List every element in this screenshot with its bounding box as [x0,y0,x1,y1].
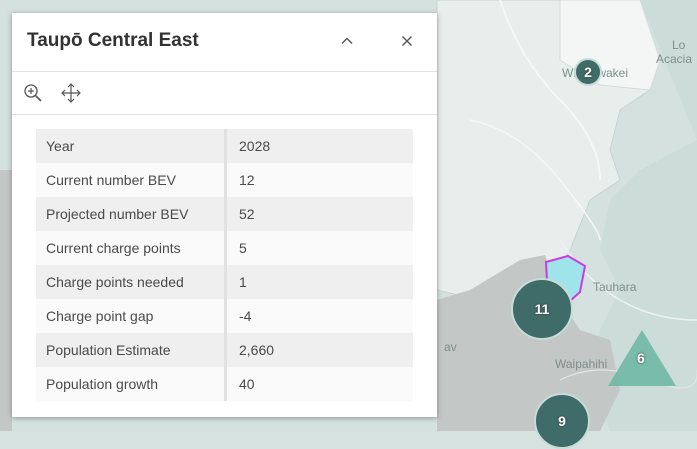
popup-header: Taupō Central East [12,13,437,72]
table-row: Charge point gap -4 [36,299,413,333]
cluster-marker-11[interactable]: 11 [511,278,573,340]
feature-popup: Taupō Central East [12,13,437,417]
map-label-tauhara: Tauhara [593,280,637,294]
attribute-value: 5 [239,240,247,256]
table-row: Charge points needed 1 [36,265,413,299]
road [499,0,601,181]
land-area-southwest [0,170,12,431]
cluster-marker-9[interactable]: 9 [534,393,590,449]
attribute-label: Charge points needed [36,265,227,299]
close-button[interactable] [394,28,420,54]
attribute-label: Population growth [36,367,227,401]
attribute-label: Population Estimate [36,333,227,367]
popup-title: Taupō Central East [27,30,199,51]
triangle-marker [608,330,676,386]
move-button[interactable] [59,81,83,105]
land-area-south [437,255,620,431]
triangle-marker-label: 6 [637,350,645,366]
attribute-value: 40 [239,376,255,392]
attribute-value: 2028 [239,138,271,154]
collapse-button[interactable] [334,28,360,54]
map-label-corner-2: Acacia [656,52,693,66]
attribute-value: -4 [239,308,252,324]
zoom-to-button[interactable] [21,81,45,105]
table-row: Population growth 40 [36,367,413,401]
table-row: Projected number BEV 52 [36,197,413,231]
attribute-value: 52 [239,206,255,222]
chevron-up-icon [341,37,353,44]
map-label-corner: Lo [672,38,686,52]
attribute-value: 1 [239,274,247,290]
map-label-waipahihi: Waipahihi [555,357,608,371]
attribute-label: Charge point gap [36,299,227,333]
land-area-east [590,0,697,431]
attribute-label: Current number BEV [36,163,227,197]
table-row: Current number BEV 12 [36,163,413,197]
map-label-fragment: av [444,340,457,354]
attribute-value: 12 [239,172,255,188]
road [469,119,601,241]
popup-toolbar [12,72,437,115]
table-row: Current charge points 5 [36,231,413,265]
attribute-label: Projected number BEV [36,197,227,231]
attribute-value: 2,660 [239,342,275,358]
close-icon [402,36,412,46]
table-row: Year 2028 [36,129,413,163]
zoom-to-icon [24,84,42,102]
cluster-marker-2[interactable]: 2 [574,58,602,86]
attribute-label: Year [36,129,227,163]
move-icon [61,83,81,103]
attribute-label: Current charge points [36,231,227,265]
attribute-table: Year 2028 Current number BEV 12 Projected … [36,129,413,401]
table-row: Population Estimate 2,660 [36,333,413,367]
